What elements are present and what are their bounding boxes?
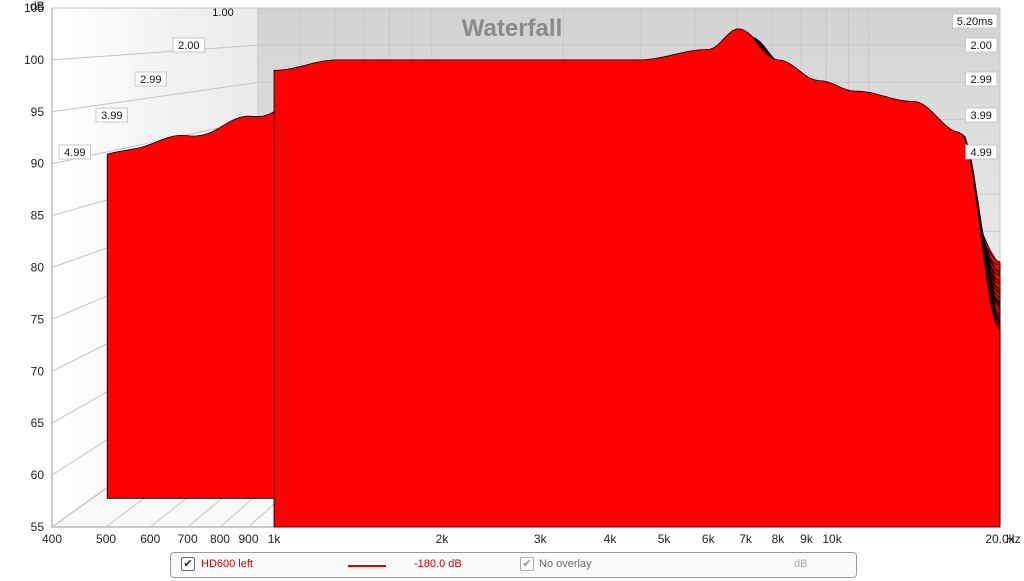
time-label-text: 3.99 [101, 110, 122, 122]
y-tick-label: 100 [24, 53, 44, 67]
x-tick-label: 10k [822, 532, 842, 546]
overlay-label: No overlay [539, 558, 592, 570]
x-tick-label: 7k [739, 532, 753, 546]
y-grid-line [51, 81, 259, 113]
level-value: -180.0 dB [414, 558, 462, 570]
x-tick-label: 500 [96, 532, 116, 546]
x-tick-label: 600 [140, 532, 160, 546]
x-tick-label: 700 [178, 532, 198, 546]
time-label-text: 2.99 [970, 74, 991, 86]
time-label-box [965, 71, 998, 87]
y-tick-label: 105 [24, 1, 44, 15]
y-tick-label: 75 [31, 312, 45, 326]
waterfall-slices [106, 28, 1001, 528]
x-tick-label: 6k [702, 532, 716, 546]
time-label-top-clipped: 1.00 [212, 7, 233, 19]
trace-line-swatch [348, 565, 386, 567]
time-label-box [965, 144, 998, 160]
waterfall-slice [273, 28, 1001, 528]
x-tick-label: 800 [210, 532, 230, 546]
x-tick-label: 3k [534, 532, 548, 546]
chart-title: Waterfall [462, 15, 562, 42]
trace-checkbox[interactable]: ✔ [181, 557, 195, 571]
time-label-left: 2.00 [172, 37, 206, 53]
y-tick-label: 85 [31, 209, 45, 223]
time-label-box [172, 37, 206, 53]
time-label-left: 2.99 [134, 71, 168, 87]
time-label-text: 3.99 [970, 110, 991, 122]
x-axis-unit: Hz [1006, 532, 1021, 546]
time-label-box [952, 13, 998, 29]
x-tick-label: 400 [42, 532, 62, 546]
time-label-left: 4.99 [58, 144, 92, 160]
trace-label: HD600 left [201, 558, 253, 570]
time-label-right: 5.20ms [952, 13, 998, 29]
x-tick-label: 1k [268, 532, 282, 546]
y-tick-label: 90 [31, 157, 45, 171]
x-tick-label: 2k [436, 532, 450, 546]
x-tick-label: 20.0k [985, 532, 1015, 546]
time-label-right: 2.99 [965, 71, 998, 87]
time-label-box [965, 37, 998, 53]
y-tick-label: 65 [31, 416, 45, 430]
time-label-box [965, 107, 998, 123]
time-label-right: 4.99 [965, 144, 998, 160]
legend-bar: ✔ HD600 left -180.0 dB ✔ No overlay dB [170, 552, 857, 578]
time-labels: 2.00 2.99 3.99 4.99 5.20ms 2.00 2.99 3.99 4.99 1.… [58, 7, 998, 160]
y-tick-label: 55 [31, 520, 45, 534]
y-axis-unit: dB [30, 0, 45, 13]
time-label-text: 2.00 [970, 40, 991, 52]
time-label-text: 2.99 [140, 74, 161, 86]
time-label-right: 2.00 [965, 37, 998, 53]
time-label-text: 5.20ms [957, 16, 994, 28]
y-tick-label: 70 [31, 364, 45, 378]
x-tick-label: 4k [604, 532, 618, 546]
time-label-box [95, 107, 129, 123]
y-grid-line [51, 44, 259, 61]
y-tick-label: 95 [31, 105, 45, 119]
time-label-box [58, 144, 92, 160]
time-label-box [134, 71, 168, 87]
x-tick-label: 9k [800, 532, 814, 546]
time-label-text: 2.00 [178, 40, 199, 52]
time-label-left: 3.99 [95, 107, 129, 123]
overlay-unit: dB [794, 558, 808, 570]
time-label-text: 4.99 [970, 147, 991, 159]
overlay-checkbox[interactable]: ✔ [520, 557, 534, 571]
x-tick-label: 5k [658, 532, 672, 546]
y-tick-label: 80 [31, 261, 45, 275]
x-tick-label: 8k [772, 532, 786, 546]
time-label-right: 3.99 [965, 107, 998, 123]
y-tick-label: 60 [31, 468, 45, 482]
time-label-text: 4.99 [64, 147, 85, 159]
x-tick-label: 900 [238, 532, 258, 546]
